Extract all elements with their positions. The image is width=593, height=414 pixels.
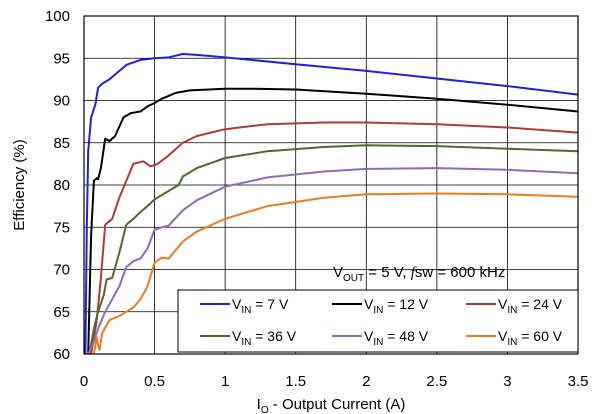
legend-label-1: VIN = 12 V: [364, 296, 429, 316]
x-axis-label: IO - Output Current (A): [257, 396, 406, 414]
series-line-1: [87, 87, 579, 355]
plot-frame: [83, 15, 579, 355]
grid: [84, 16, 578, 354]
x-tick-label: 1: [221, 373, 229, 390]
legend-label-0: VIN = 7 V: [232, 296, 289, 316]
series-line-4: [87, 167, 579, 355]
series-line-3: [88, 144, 579, 355]
y-axis-label: Efficiency (%): [11, 139, 28, 230]
x-tick-label: 3.5: [568, 373, 589, 390]
series-line-5: [92, 192, 579, 355]
y-tick-label: 70: [53, 262, 70, 279]
y-tick-label: 75: [53, 219, 70, 236]
y-tick-label: 90: [53, 93, 70, 110]
legend-label-5: VIN = 60 V: [498, 328, 563, 348]
legend-label-2: VIN = 24 V: [498, 296, 563, 316]
y-tick-label: 80: [53, 177, 70, 194]
x-tick-label: 0.5: [144, 373, 165, 390]
series-line-0: [84, 53, 579, 355]
operating-conditions-annotation: VOUT = 5 V, fsw = 600 kHz: [333, 264, 505, 284]
x-tick-label: 2: [362, 373, 370, 390]
y-tick-label: 100: [45, 8, 70, 25]
y-tick-label: 60: [53, 346, 70, 363]
x-tick-label: 2.5: [426, 373, 447, 390]
legend-label-4: VIN = 48 V: [364, 328, 429, 348]
legend-label-3: VIN = 36 V: [232, 328, 297, 348]
tick-labels: 0 0.5 1 1.5 2 2.5 3 3.5 60 65 70 75 80 85 90 95 100: [45, 8, 588, 390]
series-lines: [84, 53, 579, 355]
series-line-2: [90, 121, 579, 355]
x-tick-label: 1.5: [285, 373, 306, 390]
legend: VIN = 7 V VIN = 12 V VIN = 24 V VIN = 36 V V…: [177, 289, 579, 353]
x-tick-label: 3: [503, 373, 511, 390]
y-tick-label: 85: [53, 135, 70, 152]
y-tick-label: 95: [53, 50, 70, 67]
y-tick-label: 65: [53, 304, 70, 321]
x-tick-label: 0: [80, 373, 88, 390]
svg-text:VOUT = 5 V, fsw = 600 kHz: VOUT = 5 V, fsw = 600 kHz: [333, 264, 505, 284]
